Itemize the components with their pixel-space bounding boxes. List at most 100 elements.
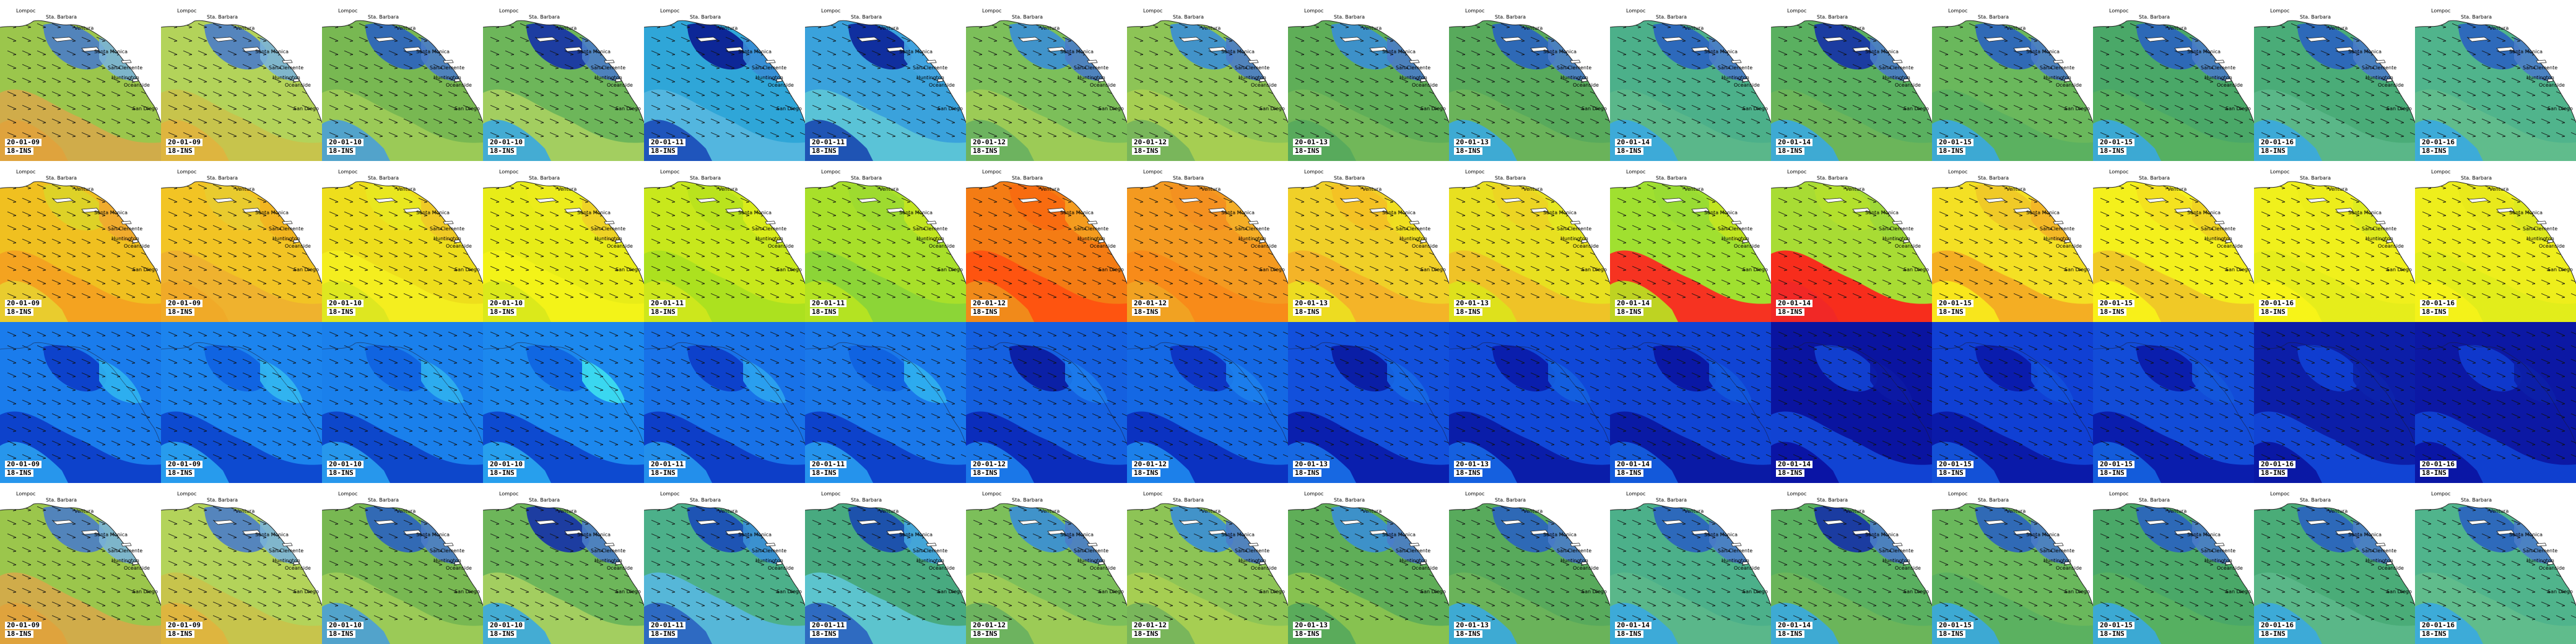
map-tile-swell-period-7[interactable]: Lompoc Sta. Barbara Ventura Santa Monica San… <box>966 161 1127 322</box>
map-tile-wind-speed-13[interactable]: 20-01-15 18-INS <box>1932 322 2093 483</box>
map-tile-total-wave-height-13[interactable]: Lompoc Sta. Barbara Ventura Santa Monica San… <box>1932 483 2093 644</box>
map-tile-swell-height-6[interactable]: Lompoc Sta. Barbara Ventura Santa Monica San… <box>805 0 966 161</box>
map-tile-swell-period-15[interactable]: Lompoc Sta. Barbara Ventura Santa Monica San… <box>2254 161 2415 322</box>
place-label: Oceanside <box>768 82 794 88</box>
map-tile-wind-speed-3[interactable]: 20-01-10 18-INS <box>322 322 483 483</box>
map-tile-wind-speed-12[interactable]: 20-01-14 18-INS <box>1771 322 1932 483</box>
land-mass <box>1127 161 1288 284</box>
place-label: San Diego <box>616 589 641 594</box>
map-tile-swell-period-5[interactable]: Lompoc Sta. Barbara Ventura Santa Monica San… <box>644 161 805 322</box>
map-tile-swell-height-9[interactable]: Lompoc Sta. Barbara Ventura Santa Monica San… <box>1288 0 1449 161</box>
time-label: 18-INS <box>649 630 677 638</box>
map-tile-total-wave-height-2[interactable]: Lompoc Sta. Barbara Ventura Santa Monica San… <box>161 483 322 644</box>
map-tile-total-wave-height-15[interactable]: Lompoc Sta. Barbara Ventura Santa Monica San… <box>2254 483 2415 644</box>
map-tile-swell-height-5[interactable]: Lompoc Sta. Barbara Ventura Santa Monica San… <box>644 0 805 161</box>
map-tile-swell-height-13[interactable]: Lompoc Sta. Barbara Ventura Santa Monica San… <box>1932 0 2093 161</box>
map-tile-total-wave-height-14[interactable]: Lompoc Sta. Barbara Ventura Santa Monica San… <box>2093 483 2254 644</box>
map-tile-wind-speed-14[interactable]: 20-01-15 18-INS <box>2093 322 2254 483</box>
color-patch <box>1331 23 1395 70</box>
date-label: 20-01-09 <box>166 622 202 629</box>
map-image: Lompoc Sta. Barbara Ventura Santa Monica San… <box>1288 0 1449 161</box>
map-tile-wind-speed-8[interactable]: 20-01-12 18-INS <box>1127 322 1288 483</box>
map-tile-total-wave-height-5[interactable]: Lompoc Sta. Barbara Ventura Santa Monica San… <box>644 483 805 644</box>
place-label: Sta. Barbara <box>368 497 399 503</box>
map-tile-swell-period-8[interactable]: Lompoc Sta. Barbara Ventura Santa Monica San… <box>1127 161 1288 322</box>
map-tile-swell-period-11[interactable]: Lompoc Sta. Barbara Ventura Santa Monica San… <box>1610 161 1771 322</box>
map-tile-total-wave-height-6[interactable]: Lompoc Sta. Barbara Ventura Santa Monica San… <box>805 483 966 644</box>
island <box>2214 220 2225 225</box>
island <box>1420 561 1427 565</box>
map-tile-total-wave-height-3[interactable]: Lompoc Sta. Barbara Ventura Santa Monica San… <box>322 483 483 644</box>
place-label: Lompoc <box>177 8 196 14</box>
time-label: 18-INS <box>2259 308 2287 316</box>
map-tile-wind-speed-7[interactable]: 20-01-12 18-INS <box>966 322 1127 483</box>
time-label: 18-INS <box>1293 308 1321 316</box>
place-label: Oceanside <box>1895 82 1921 88</box>
map-tile-total-wave-height-1[interactable]: Lompoc Sta. Barbara Ventura Santa Monica San… <box>0 483 161 644</box>
map-tile-swell-height-7[interactable]: Lompoc Sta. Barbara Ventura Santa Monica San… <box>966 0 1127 161</box>
map-tile-swell-height-10[interactable]: Lompoc Sta. Barbara Ventura Santa Monica San… <box>1449 0 1610 161</box>
coastline <box>1449 181 1610 284</box>
map-tile-wind-speed-4[interactable]: 20-01-10 18-INS <box>483 322 644 483</box>
map-image <box>1288 322 1449 483</box>
map-tile-total-wave-height-10[interactable]: Lompoc Sta. Barbara Ventura Santa Monica San… <box>1449 483 1610 644</box>
map-tile-swell-height-1[interactable]: Lompoc Sta. Barbara Ventura Santa Monica San… <box>0 0 161 161</box>
map-tile-swell-height-12[interactable]: Lompoc Sta. Barbara Ventura Santa Monica San… <box>1771 0 1932 161</box>
place-label: San Diego <box>2548 106 2573 111</box>
map-tile-wind-speed-15[interactable]: 20-01-16 18-INS <box>2254 322 2415 483</box>
map-tile-wind-speed-6[interactable]: 20-01-11 18-INS <box>805 322 966 483</box>
place-label: Oceanside <box>1412 82 1438 88</box>
map-tile-swell-height-15[interactable]: Lompoc Sta. Barbara Ventura Santa Monica San… <box>2254 0 2415 161</box>
map-tile-total-wave-height-7[interactable]: Lompoc Sta. Barbara Ventura Santa Monica San… <box>966 483 1127 644</box>
place-label: Ventura <box>2167 186 2187 192</box>
map-tile-swell-height-11[interactable]: Lompoc Sta. Barbara Ventura Santa Monica San… <box>1610 0 1771 161</box>
map-tile-swell-period-6[interactable]: Lompoc Sta. Barbara Ventura Santa Monica San… <box>805 161 966 322</box>
map-tile-swell-period-9[interactable]: Lompoc Sta. Barbara Ventura Santa Monica San… <box>1288 161 1449 322</box>
map-tile-swell-period-13[interactable]: Lompoc Sta. Barbara Ventura Santa Monica San… <box>1932 161 2093 322</box>
map-tile-total-wave-height-8[interactable]: Lompoc Sta. Barbara Ventura Santa Monica San… <box>1127 483 1288 644</box>
map-tile-swell-height-16[interactable]: Lompoc Sta. Barbara Ventura Santa Monica San… <box>2415 0 2576 161</box>
map-tile-total-wave-height-9[interactable]: Lompoc Sta. Barbara Ventura Santa Monica San… <box>1288 483 1449 644</box>
place-label: Sta. Barbara <box>1495 175 1526 181</box>
map-tile-wind-speed-11[interactable]: 20-01-14 18-INS <box>1610 322 1771 483</box>
island <box>615 239 622 243</box>
map-tile-total-wave-height-16[interactable]: Lompoc Sta. Barbara Ventura Santa Monica San… <box>2415 483 2576 644</box>
map-tile-swell-period-10[interactable]: Lompoc Sta. Barbara Ventura Santa Monica San… <box>1449 161 1610 322</box>
island <box>132 239 139 243</box>
island <box>615 561 622 565</box>
map-tile-swell-period-12[interactable]: Lompoc Sta. Barbara Ventura Santa Monica San… <box>1771 161 1932 322</box>
land-mass <box>805 161 966 284</box>
map-tile-swell-height-3[interactable]: Lompoc Sta. Barbara Ventura Santa Monica San… <box>322 0 483 161</box>
map-tile-swell-period-1[interactable]: Lompoc Sta. Barbara Ventura Santa Monica San… <box>0 161 161 322</box>
map-tile-total-wave-height-12[interactable]: Lompoc Sta. Barbara Ventura Santa Monica San… <box>1771 483 1932 644</box>
map-tile-swell-period-4[interactable]: Lompoc Sta. Barbara Ventura Santa Monica San… <box>483 161 644 322</box>
time-label: 18-INS <box>2259 630 2287 638</box>
map-tile-wind-speed-16[interactable]: 20-01-16 18-INS <box>2415 322 2576 483</box>
map-tile-swell-height-8[interactable]: Lompoc Sta. Barbara Ventura Santa Monica San… <box>1127 0 1288 161</box>
place-label: Sta. Barbara <box>1012 497 1043 503</box>
map-tile-wind-speed-1[interactable]: 20-01-09 18-INS <box>0 322 161 483</box>
map-tile-swell-height-2[interactable]: Lompoc Sta. Barbara Ventura Santa Monica San… <box>161 0 322 161</box>
date-label: 20-01-10 <box>327 461 363 468</box>
map-tile-wind-speed-5[interactable]: 20-01-11 18-INS <box>644 322 805 483</box>
island <box>2496 207 2515 213</box>
color-patch <box>1170 23 1234 70</box>
place-label: Santa Monica <box>1060 532 1094 537</box>
time-label: 18-INS <box>810 308 838 316</box>
map-image <box>805 322 966 483</box>
map-tile-swell-height-4[interactable]: Lompoc Sta. Barbara Ventura Santa Monica San… <box>483 0 644 161</box>
map-tile-swell-period-2[interactable]: Lompoc Sta. Barbara Ventura Santa Monica San… <box>161 161 322 322</box>
map-tile-swell-height-14[interactable]: Lompoc Sta. Barbara Ventura Santa Monica San… <box>2093 0 2254 161</box>
date-label: 20-01-11 <box>649 461 685 468</box>
map-tile-wind-speed-9[interactable]: 20-01-13 18-INS <box>1288 322 1449 483</box>
map-tile-swell-period-14[interactable]: Lompoc Sta. Barbara Ventura Santa Monica San… <box>2093 161 2254 322</box>
map-tile-swell-period-3[interactable]: Lompoc Sta. Barbara Ventura Santa Monica San… <box>322 161 483 322</box>
map-tile-wind-speed-2[interactable]: 20-01-09 18-INS <box>161 322 322 483</box>
map-tile-wind-speed-10[interactable]: 20-01-13 18-INS <box>1449 322 1610 483</box>
map-tile-total-wave-height-4[interactable]: Lompoc Sta. Barbara Ventura Santa Monica San… <box>483 483 644 644</box>
map-tile-swell-period-16[interactable]: Lompoc Sta. Barbara Ventura Santa Monica San… <box>2415 161 2576 322</box>
island <box>81 207 100 213</box>
map-tile-total-wave-height-11[interactable]: Lompoc Sta. Barbara Ventura Santa Monica San… <box>1610 483 1771 644</box>
date-label: 20-01-15 <box>2098 622 2134 629</box>
island <box>2375 220 2386 225</box>
